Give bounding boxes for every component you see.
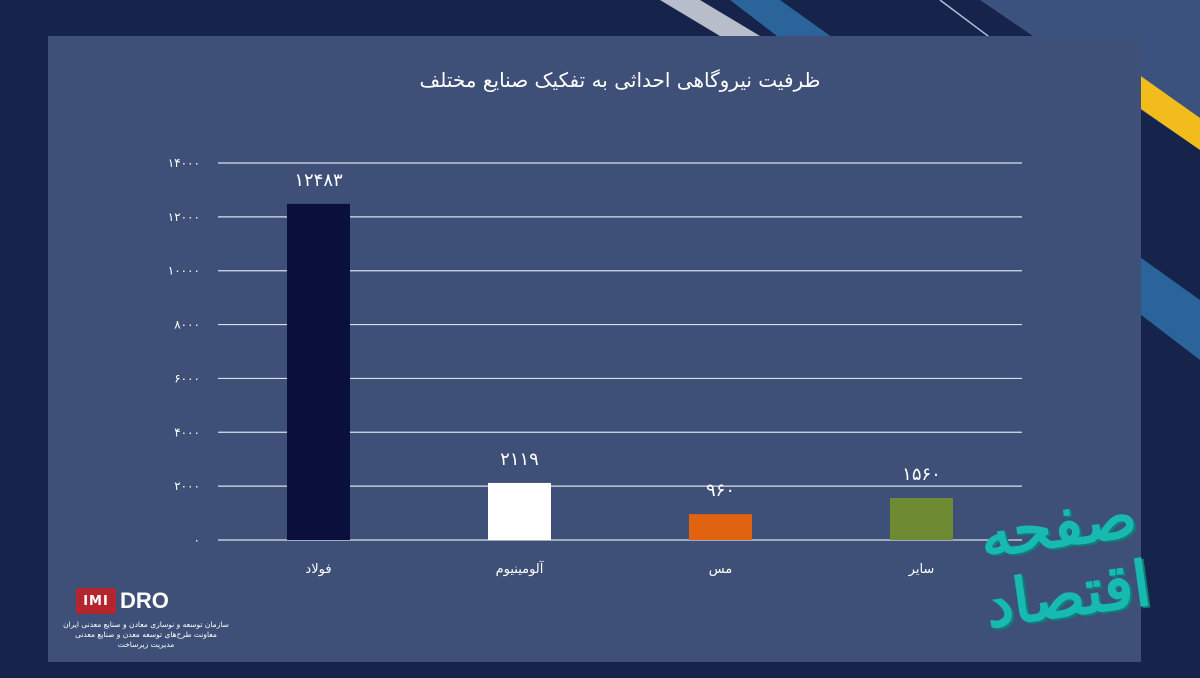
- watermark-logo: صفحه اقتصاد: [975, 477, 1155, 642]
- imidro-logo: IMI DRO: [76, 588, 196, 614]
- logo-text: DRO: [120, 588, 169, 613]
- y-tick-label: ۲۰۰۰: [174, 479, 200, 493]
- org-line: سازمان توسعه و نوسازی معادن و صنایع معدن…: [63, 620, 229, 629]
- y-tick-label: ۱۲۰۰۰: [168, 210, 200, 224]
- y-tick-label: ۱۴۰۰۰: [168, 156, 200, 170]
- y-tick-label: ۰: [194, 533, 200, 547]
- x-tick-label: مس: [709, 562, 733, 577]
- org-line: مدیریت زیرساخت: [117, 640, 175, 649]
- y-tick-label: ۴۰۰۰: [174, 425, 200, 439]
- bar-chart: ۰ ۲۰۰۰ ۴۰۰۰ ۶۰۰۰ ۸۰۰۰ ۱۰۰۰۰ ۱۲۰۰۰ ۱۴۰۰۰ ۱۲۴۸۳ فول…: [168, 156, 1022, 577]
- bar: [890, 497, 953, 540]
- x-tick-label: سایر: [908, 562, 935, 577]
- data-label: ۲۱۱۹: [500, 449, 539, 470]
- bar: [287, 203, 350, 540]
- org-line: معاونت طرح‌های توسعه معدن و صنایع معدنی: [75, 630, 217, 639]
- chart-title: ظرفیت نیروگاهی احداثی به تفکیک صنایع مخت…: [419, 68, 821, 92]
- bar: [689, 514, 752, 540]
- chart-panel: [48, 36, 1141, 662]
- data-label: ۱۲۴۸۳: [294, 170, 343, 191]
- y-tick-label: ۸۰۰۰: [174, 318, 200, 332]
- x-tick-label: آلومینیوم: [496, 560, 545, 577]
- bar: [488, 482, 551, 540]
- y-tick-label: ۱۰۰۰۰: [168, 264, 200, 278]
- x-tick-label: فولاد: [305, 562, 331, 577]
- y-tick-label: ۶۰۰۰: [174, 371, 200, 385]
- organization-caption: سازمان توسعه و نوسازی معادن و صنایع معدن…: [56, 620, 236, 650]
- data-label: ۱۵۶۰: [902, 464, 941, 485]
- logo-mark: IMI: [76, 588, 116, 614]
- data-label: ۹۶۰: [706, 480, 735, 501]
